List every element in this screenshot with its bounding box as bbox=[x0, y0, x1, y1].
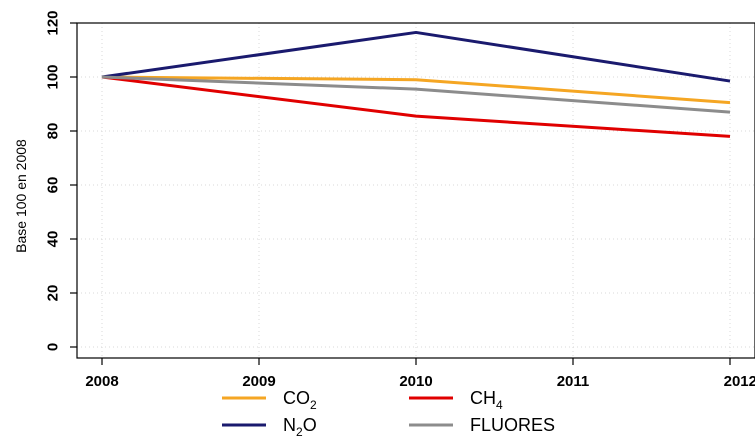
y-tick-label: 40 bbox=[45, 231, 62, 248]
y-tick-label: 100 bbox=[45, 64, 62, 89]
y-tick-label: 80 bbox=[45, 123, 62, 140]
x-tick-label: 2010 bbox=[399, 373, 432, 390]
x-tick-label: 2009 bbox=[242, 373, 275, 390]
legend-label-main: N bbox=[283, 415, 296, 435]
legend-label-subscript: 4 bbox=[496, 398, 503, 412]
x-tick-label: 2008 bbox=[85, 373, 118, 390]
legend-label-main: FLUORES bbox=[470, 415, 555, 435]
legend-label-subscript: 2 bbox=[296, 425, 303, 439]
series-line-3 bbox=[101, 75, 731, 114]
y-tick-label: 60 bbox=[45, 177, 62, 194]
legend-item: N2O bbox=[222, 415, 317, 439]
legend-label-main: CH bbox=[470, 388, 496, 408]
y-tick-label: 120 bbox=[45, 10, 62, 35]
series-line-0 bbox=[101, 75, 731, 105]
legend-label: CO2 bbox=[283, 388, 317, 412]
legend-item: CO2 bbox=[222, 388, 317, 412]
legend-label-main: CO bbox=[283, 388, 310, 408]
legend-item: CH4 bbox=[409, 388, 503, 412]
y-tick-label: 20 bbox=[45, 285, 62, 302]
legend-label: CH4 bbox=[470, 388, 503, 412]
series-lines bbox=[101, 30, 731, 138]
legend-item: FLUORES bbox=[409, 415, 555, 435]
y-axis-title: Base 100 en 2008 bbox=[13, 139, 29, 253]
legend-label-suffix: O bbox=[303, 415, 317, 435]
y-tick-label: 0 bbox=[45, 343, 62, 351]
legend-label: FLUORES bbox=[470, 415, 555, 435]
grid bbox=[77, 22, 755, 358]
legend-label-subscript: 2 bbox=[310, 398, 317, 412]
x-tick-label: 2012 bbox=[724, 373, 755, 390]
legend-label: N2O bbox=[283, 415, 317, 439]
x-tick-label: 2011 bbox=[557, 373, 590, 390]
series-line-1 bbox=[101, 75, 731, 138]
axes: 0 20 40 60 80 100 120 2008 2009 2010 2011 2012 bbox=[45, 10, 755, 390]
series-line-2 bbox=[101, 30, 731, 83]
